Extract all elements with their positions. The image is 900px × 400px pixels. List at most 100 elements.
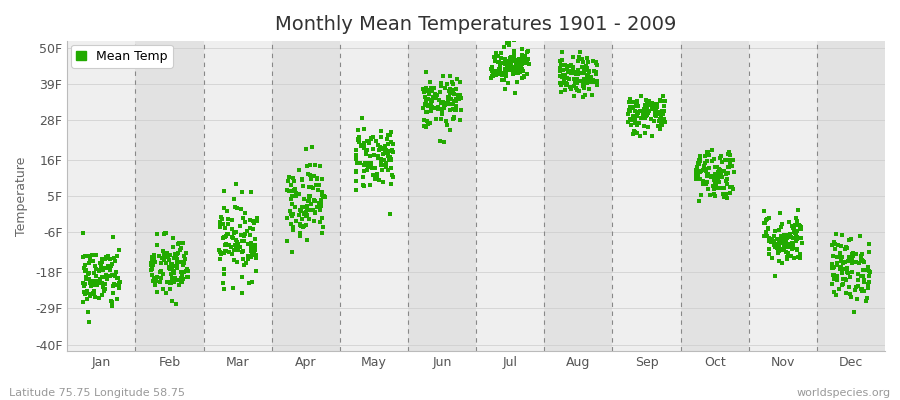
Point [829,231,843,237]
Point [707,173,722,179]
Point [76,280,90,286]
Point [163,279,177,286]
Point [145,262,159,269]
Point [292,207,307,213]
Point [580,59,595,65]
Point [854,272,868,279]
Point [557,87,572,94]
Point [638,107,652,113]
Point [431,104,446,110]
Point [850,283,865,290]
Point [417,88,431,95]
Point [449,86,464,92]
Point [653,98,668,104]
Point [168,251,183,258]
Point [775,246,789,252]
Point [232,223,247,229]
Point [285,224,300,230]
Point [380,148,394,155]
Point [446,87,460,93]
Point [515,51,529,58]
Point [580,65,595,71]
Point [375,146,390,152]
Point [170,256,184,263]
Point [225,217,239,224]
Point [780,254,795,260]
Point [563,84,578,90]
Point [422,91,436,97]
Point [707,171,722,178]
Point [374,128,389,134]
Point [157,252,171,258]
Point [825,265,840,272]
Point [699,173,714,179]
Point [780,235,795,241]
Point [295,224,310,230]
Point [358,160,373,166]
Point [82,260,96,266]
Point [438,118,453,124]
Point [636,109,651,116]
Point [103,255,117,262]
Point [589,59,603,65]
Point [432,97,446,104]
Point [378,145,392,152]
Point [494,77,508,83]
Point [656,110,670,117]
Point [292,166,307,173]
Point [235,238,249,244]
Point [854,251,868,257]
Point [445,86,459,93]
Point [496,77,510,84]
Point [84,283,98,289]
Point [292,230,307,236]
Point [158,229,172,236]
Point [449,102,464,109]
Point [568,85,582,92]
Point [284,182,298,188]
Point [416,86,430,92]
Point [577,76,591,82]
Point [110,275,124,281]
Point [419,118,434,124]
Point [86,258,100,264]
Point [499,68,513,74]
Point [448,96,463,102]
Point [492,63,507,70]
Point [623,108,637,114]
Point [718,157,733,163]
Y-axis label: Temperature: Temperature [15,156,28,236]
Point [850,277,865,283]
Point [487,54,501,60]
Point [446,116,460,122]
Point [725,163,740,170]
Point [784,234,798,240]
Point [174,269,188,275]
Point [577,83,591,89]
Point [647,118,662,125]
Point [442,101,456,108]
Point [452,96,466,102]
Point [553,65,567,71]
Point [435,110,449,117]
Point [651,122,665,129]
Point [181,274,195,280]
Point [506,71,520,77]
Point [853,233,868,239]
Point [286,211,301,218]
Point [167,255,182,262]
Point [657,108,671,114]
Point [299,208,313,215]
Point [688,176,703,182]
Point [791,207,806,213]
Point [834,264,849,270]
Point [778,249,793,255]
Point [554,82,568,88]
Point [99,254,113,260]
Point [441,95,455,102]
Point [451,92,465,98]
Point [720,195,734,201]
Point [842,291,857,298]
Point [572,70,587,77]
Point [786,241,800,248]
